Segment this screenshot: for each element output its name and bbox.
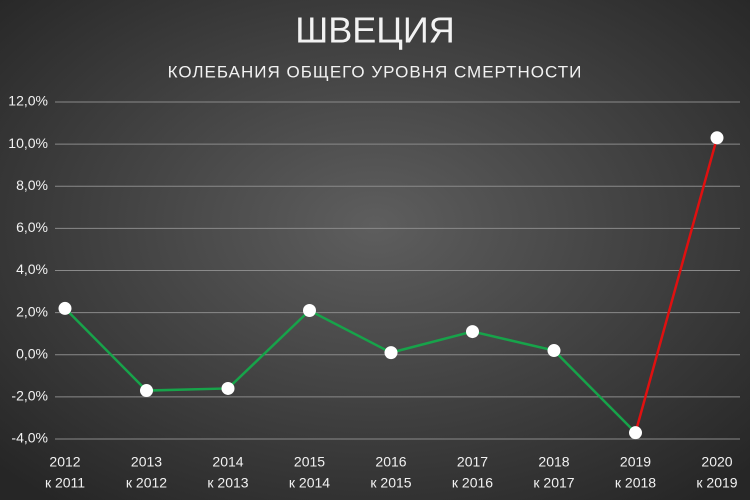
y-tick-label: 2,0% xyxy=(16,303,48,319)
marker xyxy=(140,384,153,398)
y-tick-label: 6,0% xyxy=(16,219,48,235)
x-tick-label: к 2018 xyxy=(615,475,656,491)
marker xyxy=(466,325,479,339)
chart-subtitle: КОЛЕБАНИЯ ОБЩЕГО УРОВНЯ СМЕРТНОСТИ xyxy=(168,62,583,81)
y-tick-label: 8,0% xyxy=(16,177,48,193)
x-tick-label: 2012 xyxy=(49,454,80,470)
marker xyxy=(710,131,724,145)
y-tick-label: 12,0% xyxy=(8,93,48,109)
x-tick-label: 2014 xyxy=(212,454,243,470)
marker xyxy=(384,346,398,360)
x-tick-label: к 2019 xyxy=(696,475,737,491)
x-tick-label: 2017 xyxy=(457,454,488,470)
x-tick-label: к 2013 xyxy=(207,475,248,491)
marker xyxy=(58,301,72,315)
x-tick-label: к 2017 xyxy=(533,475,574,491)
x-tick-label: к 2011 xyxy=(45,475,85,491)
x-tick-label: 2016 xyxy=(375,454,406,470)
x-tick-label: к 2015 xyxy=(370,475,411,491)
x-tick-label: 2013 xyxy=(131,454,162,470)
x-tick-label: к 2012 xyxy=(126,475,167,491)
x-tick-label: 2018 xyxy=(538,454,569,470)
x-tick-label: к 2016 xyxy=(452,475,493,491)
y-tick-label: -4,0% xyxy=(11,430,48,446)
chart-title: ШВЕЦИЯ xyxy=(295,10,455,51)
line xyxy=(64,307,637,434)
y-tick-label: 0,0% xyxy=(16,345,48,361)
x-tick-label: 2015 xyxy=(294,454,325,470)
marker xyxy=(303,304,316,318)
marker xyxy=(221,381,235,395)
marker xyxy=(629,426,642,440)
y-tick-label: 4,0% xyxy=(16,261,48,277)
line-segment xyxy=(634,137,719,434)
x-tick-label: к 2014 xyxy=(289,475,330,491)
x-tick-label: 2019 xyxy=(620,454,651,470)
y-tick-label: -2,0% xyxy=(11,388,48,404)
y-tick-label: 10,0% xyxy=(8,135,48,151)
x-tick-label: 2020 xyxy=(701,454,732,470)
marker xyxy=(547,344,561,358)
